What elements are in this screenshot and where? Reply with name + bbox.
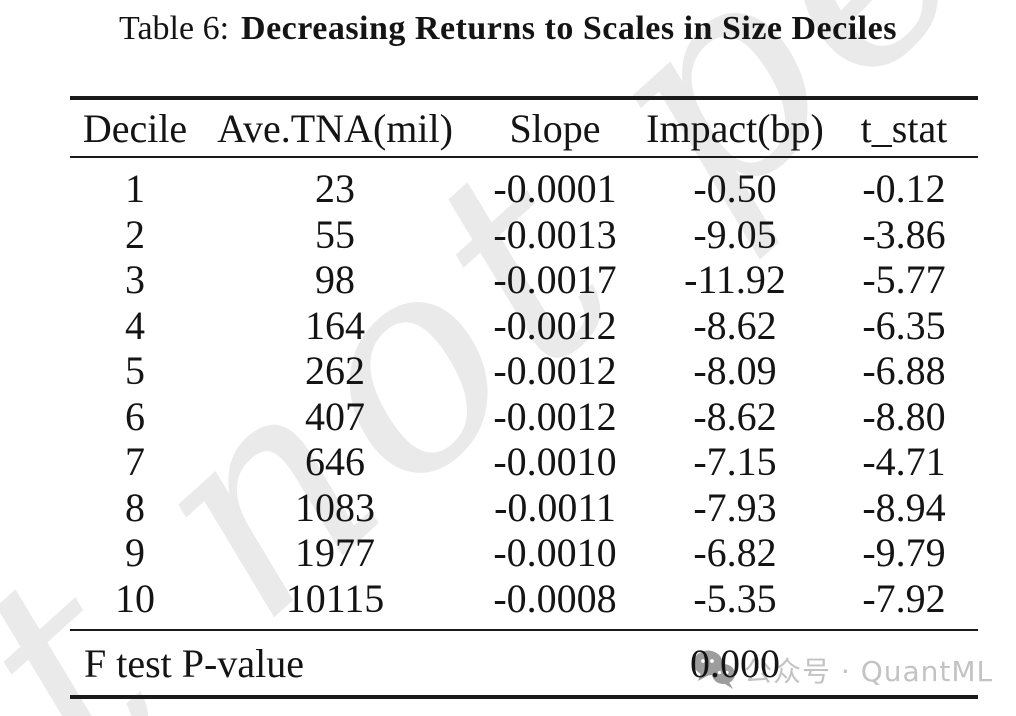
table-cell: -0.0012 [493, 348, 617, 393]
table-header-row: Decile Ave.TNA(mil) Slope Impact(bp) t_s… [70, 100, 978, 156]
table-cell: 9 [125, 530, 145, 575]
table-footer-row: F test P-value 0.000 [70, 631, 978, 695]
table-cell: 164 [305, 302, 365, 348]
table-cell: -3.86 [862, 211, 946, 257]
table-row: 10 10115 -0.0008 -5.35 -7.92 [70, 576, 978, 622]
table-cell: 262 [305, 348, 365, 393]
results-table: Decile Ave.TNA(mil) Slope Impact(bp) t_s… [70, 96, 978, 699]
brand-watermark: 公众号 · QuantML [692, 648, 993, 692]
table-cell: -5.35 [693, 575, 777, 621]
table-cell: 407 [305, 393, 365, 439]
brand-label: 公众号 · QuantML [744, 655, 994, 688]
column-header-decile: Decile [82, 105, 188, 151]
table-cell: -6.82 [693, 530, 777, 575]
caption-title: Decreasing Returns to Scales in Size Dec… [241, 10, 897, 47]
table-cell: 3 [125, 257, 145, 302]
table-cell: 8 [125, 484, 145, 530]
table-cell: -7.93 [693, 484, 777, 530]
table-cell: -0.0010 [493, 439, 617, 484]
table-cell: -7.92 [862, 575, 946, 621]
f-test-label: F test P-value [84, 640, 304, 686]
table-caption: Table 6: Decreasing Returns to Scales in … [0, 10, 1016, 48]
table-bottom-rule [70, 695, 978, 699]
table-cell: -0.0001 [493, 166, 617, 211]
table-cell: -0.50 [693, 166, 777, 211]
table-row: 8 1083 -0.0011 -7.93 -8.94 [70, 485, 978, 531]
table-cell: 2 [125, 211, 145, 257]
table-cell: -8.62 [693, 302, 777, 348]
table-cell: -0.12 [862, 166, 946, 211]
table-row: 4 164 -0.0012 -8.62 -6.35 [70, 303, 978, 349]
table-cell: 10115 [285, 575, 385, 621]
table-footer-rule [70, 629, 978, 631]
table-row: 9 1977 -0.0010 -6.82 -9.79 [70, 530, 978, 576]
table-cell: -0.0010 [493, 530, 617, 575]
table-cell: -9.79 [862, 530, 946, 575]
table-cell: 1083 [295, 484, 375, 530]
table-cell: -8.62 [693, 393, 777, 439]
table-cell: -0.0017 [493, 257, 617, 302]
table-cell: 23 [315, 166, 355, 211]
table-row: 6 407 -0.0012 -8.62 -8.80 [70, 394, 978, 440]
table-body: 1 23 -0.0001 -0.50 -0.12 2 55 -0.0013 -9.05 -3.86… [70, 158, 978, 629]
table-row: 3 98 -0.0017 -11.92 -5.77 [70, 257, 978, 303]
column-header-ave-tna: Ave.TNA(mil) [217, 105, 453, 151]
f-test-p-value: 0.000 [690, 640, 780, 686]
table-cell: -6.88 [862, 348, 946, 393]
table-cell: -0.0008 [493, 575, 617, 621]
table-cell: -6.35 [862, 302, 946, 348]
table-cell: 98 [315, 257, 355, 302]
table-cell: -0.0013 [493, 211, 617, 257]
table-header-rule [70, 156, 978, 158]
table-cell: -9.05 [693, 211, 777, 257]
table-cell: -0.0011 [494, 484, 616, 530]
table-cell: 10 [115, 575, 155, 621]
table-cell: -8.09 [693, 348, 777, 393]
column-header-slope: Slope [509, 105, 601, 151]
table-top-rule [70, 96, 978, 100]
table-cell: 6 [125, 393, 145, 439]
table-row: 2 55 -0.0013 -9.05 -3.86 [70, 212, 978, 258]
table-cell: 1 [125, 166, 145, 211]
table-cell: 1977 [295, 530, 375, 575]
table-row: 1 23 -0.0001 -0.50 -0.12 [70, 166, 978, 212]
table-cell: -8.80 [862, 393, 946, 439]
table-cell: 5 [125, 348, 145, 393]
table-cell: -11.92 [684, 257, 786, 302]
column-header-impact: Impact(bp) [646, 105, 824, 151]
table-cell: -7.15 [693, 439, 777, 484]
table-row: 7 646 -0.0010 -7.15 -4.71 [70, 439, 978, 485]
column-header-t-stat: t_stat [860, 105, 948, 151]
table-row: 5 262 -0.0012 -8.09 -6.88 [70, 348, 978, 394]
table-cell: -4.71 [862, 439, 946, 484]
caption-number: Table 6: [119, 10, 230, 47]
table-cell: -8.94 [862, 484, 946, 530]
table-cell: 55 [315, 211, 355, 257]
table-cell: 646 [305, 439, 365, 484]
table-cell: 7 [125, 439, 145, 484]
table-cell: -0.0012 [493, 302, 617, 348]
wechat-icon [693, 650, 735, 689]
table-cell: -0.0012 [493, 393, 617, 439]
table-cell: 4 [125, 302, 145, 348]
table-cell: -5.77 [862, 257, 946, 302]
